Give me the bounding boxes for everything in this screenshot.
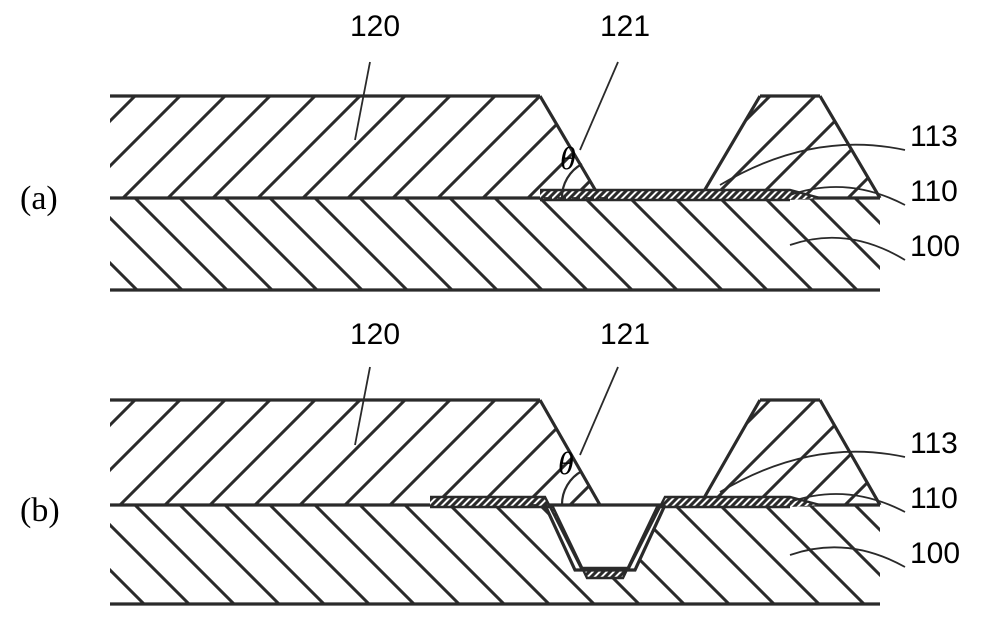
- ref-113-b: 113: [910, 427, 958, 461]
- ref-121-b: 121: [600, 318, 650, 352]
- figure-a-label: (a): [20, 180, 58, 218]
- diagram-stage: (a) θ 120 121 113 110 100 (b) θ 120 121 …: [0, 0, 1000, 632]
- figure-b-label: (b): [20, 492, 60, 530]
- ref-113-a: 113: [910, 120, 958, 154]
- ref-100-a: 100: [910, 230, 960, 264]
- ref-110-b: 110: [910, 482, 958, 516]
- ref-110-a: 110: [910, 175, 958, 209]
- ref-120-a: 120: [350, 10, 400, 44]
- ref-100-b: 100: [910, 537, 960, 571]
- ref-121-a: 121: [600, 10, 650, 44]
- ref-120-b: 120: [350, 318, 400, 352]
- diagram-svg: [0, 0, 1000, 632]
- theta-a: θ: [560, 140, 576, 177]
- theta-b: θ: [558, 445, 574, 482]
